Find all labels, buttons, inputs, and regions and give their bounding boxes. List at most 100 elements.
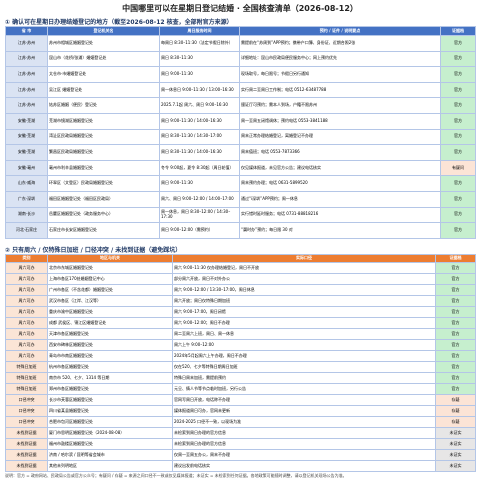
table-row: 特殊日加班 郑州市各区婚姻登记处 元旦、情人节等节点临时加班，另行公告 官方: [5, 383, 476, 395]
table-cell: 芜湖市镜湖区婚姻登记处: [47, 112, 160, 130]
table-cell: 官网写周日开放，电话称不办理: [172, 394, 436, 406]
table-cell: 特殊日加班: [5, 361, 48, 373]
column-header: 证据档: [435, 254, 476, 263]
table-cell: 周六、周日 9:00–12:00 / 14:00–17:00: [159, 190, 240, 208]
table-cell: 周六可办: [5, 262, 48, 274]
table-cell: 繁昌区民政局婚姻登记处: [47, 144, 160, 161]
table-cell: 建议出发前电话核实: [172, 460, 436, 472]
table-cell: 江苏·苏州: [5, 66, 48, 83]
table-cell: 安徽·芜湖: [5, 128, 48, 146]
table-cell: 岳麓区婚姻登记处（政务服务中心）: [47, 206, 160, 224]
table-cell: “冀时办”预约；每日限 30 对: [239, 222, 441, 239]
evidence-cell: 官方: [435, 306, 476, 318]
evidence-cell: 官方: [440, 190, 476, 208]
table-row: 口径冲突 合肥市包河区婚姻登记处 2024-2025 口径不一致，以现场为准 存疑: [5, 416, 476, 428]
table-cell: 通过“i深圳”APP预约；周一休息: [239, 190, 441, 208]
table-cell: 周六开放；周日仅特殊日期加班: [172, 295, 436, 307]
table-row: 江苏·苏州 太仓市·市婚姻登记处 周日 9:00–11:30 现场取号，每日限号；节假…: [5, 66, 476, 83]
table-cell: 周六 9:00–17:00，周日闭馆: [172, 306, 436, 318]
table-cell: 长沙市芙蓉区婚姻登记处: [47, 394, 173, 406]
table-cell: 河北·石家庄: [5, 222, 48, 239]
table-cell: 周六 9:00–12:00；周日不办理: [172, 317, 436, 329]
table-cell: 元旦、情人节等节点临时加班，另行公告: [172, 383, 436, 395]
evidence-cell: 官方: [435, 284, 476, 296]
table-cell: 未找到证据: [5, 438, 48, 450]
table-cell: 山东·威海: [5, 175, 48, 192]
table-cell: 周末正常办理结婚登记，离婚登记不办理: [239, 128, 441, 146]
table-cell: 仅周一至周五办公，周末不办理: [172, 449, 436, 461]
column-header: 证据档: [440, 26, 476, 36]
table-cell: 周六可办: [5, 306, 48, 318]
table-row: 安徽·芜湖 湾沚区民政局婚姻登记处 周日 8:30–11:30 / 14:30–17…: [5, 128, 476, 146]
evidence-cell: 官方: [435, 383, 476, 395]
table-row: 口径冲突 长沙市芙蓉区婚姻登记处 官网写周日开放，电话称不办理 存疑: [5, 394, 476, 406]
table-row: 特殊日加班 南京市 520、七夕、1314 等日期 特殊日周末加班，需提前预约 官方: [5, 372, 476, 384]
table-cell: 厦门市思明区婚姻登记处（2024-08-08）: [47, 427, 173, 439]
table-row: 未找到证据 福州市鼓楼区婚姻登记处 未检索到周日办理的官方信息 未证实: [5, 438, 476, 450]
table-cell: 部分周六开放，周日不对外办公: [172, 273, 436, 285]
evidence-cell: 存疑: [435, 394, 476, 406]
table-cell: 湖南·长沙: [5, 206, 48, 224]
table-cell: 太仓市·市婚姻登记处: [47, 66, 160, 83]
column-header: 省 市: [5, 26, 48, 36]
table-cell: 合肥市包河区婚姻登记处: [47, 416, 173, 428]
table-cell: 周末值班；电话 0553-7873366: [239, 144, 441, 161]
table-cell: 江苏·苏州: [5, 81, 48, 99]
table-cell: 江苏·苏州: [5, 97, 48, 114]
table-cell: 周六可办: [5, 295, 48, 307]
table-cell: 姑苏区婚姻（便民）登记处: [47, 97, 160, 114]
table-cell: 济南 / 哈尔滨 / 昆明等省会城市: [47, 449, 173, 461]
table-row: 江苏·苏州 昆山市（花桥/张浦）婚姻登记处 周日 8:30–11:30 详细地址：昆山…: [5, 50, 476, 68]
table-cell: 冬令 9:00起，夏令 8:30起（周日轮值）: [159, 159, 240, 177]
table-row: 周六可办 西安市碑林区婚姻登记处 周六上午 9:00–12:00 官方: [5, 339, 476, 351]
table-row: 山东·威海 环翠区（文登区）民政局婚姻登记处 周日 9:00–11:30 周末预约办理…: [5, 175, 476, 192]
evidence-cell: 官方: [435, 273, 476, 285]
table-cell: 周六可办: [5, 284, 48, 296]
footnote: 说明：官方 = 政府网站、民政局公告或官方公众号；有疑问 / 存疑 = 来源之间…: [5, 473, 347, 478]
table-cell: 仅见媒体报道，未见官方公告；建议电话核实: [239, 159, 441, 177]
table-cell: 南京市 520、七夕、1314 等日期: [47, 372, 173, 384]
table-cell: 青岛市市南区婚姻登记处: [47, 350, 173, 362]
table-cell: 环翠区（文登区）民政局婚姻登记处: [47, 175, 160, 192]
evidence-cell: 官方: [440, 222, 476, 239]
table-cell: 周日 9:00–11:30: [159, 175, 240, 192]
table-cell: 杭州市各区婚姻登记处: [47, 361, 173, 373]
table-row: 周六可办 上海市各区170处婚姻登记中心 部分周六开放，周日不对外办公 官方: [5, 273, 476, 285]
table-cell: 周六可办: [5, 273, 48, 285]
table-row: 江苏·苏州 姑苏区婚姻（便民）登记处 2025.7.1起 周六、周日 9:00–16…: [5, 97, 476, 114]
table-cell: 每周日 8:30–11:30（法定节假日除外）: [159, 35, 240, 52]
evidence-cell: 未证实: [435, 438, 476, 450]
table-cell: 成都 武侯区、锦江区婚姻登记处: [47, 317, 173, 329]
table-cell: 安徽·亳州: [5, 159, 48, 177]
table-cell: 媒体报道周日可办，官网未更新: [172, 405, 436, 417]
table-cell: 未找到证据: [5, 427, 48, 439]
column-header: 类别: [5, 254, 48, 263]
evidence-cell: 官方: [440, 175, 476, 192]
table-row: 口径冲突 四川省某县婚姻登记处 媒体报道周日可办，官网未更新 存疑: [5, 405, 476, 417]
evidence-cell: 存疑: [435, 405, 476, 417]
table-cell: 周日 9:00–12:00（需预约）: [159, 222, 240, 239]
table-cell: 2024-2025 口径不一致，以现场为准: [172, 416, 436, 428]
table-cell: 石家庄市长安区婚姻登记处: [47, 222, 160, 239]
column-header: 实际口径: [172, 254, 436, 263]
table-cell: 未找到证据: [5, 449, 48, 461]
table-cell: 重庆市渝中区婚姻登记处: [47, 306, 173, 318]
table-cell: 安徽·芜湖: [5, 144, 48, 161]
evidence-cell: 官方: [440, 66, 476, 83]
table-cell: 周六可办: [5, 350, 48, 362]
table-row: 周六可办 广州市各区（不含花都）婚姻登记处 周六 9:00–12:00 / 13:3…: [5, 284, 476, 296]
header-row: 类别 地区与机关 实际口径 证据档: [5, 254, 476, 263]
table-cell: 周六可办: [5, 339, 48, 351]
table-row: 安徽·芜湖 芜湖市镜湖区婚姻登记处 周日 9:00–11:30 / 14:00–16…: [5, 112, 476, 130]
evidence-cell: 官方: [435, 361, 476, 373]
table-cell: 周六可办: [5, 328, 48, 340]
table-cell: 实行错时延时服务；电话 0731-88818216: [239, 206, 441, 224]
table-cell: 亳州市利辛县婚姻登记处: [47, 159, 160, 177]
table-cell: 安徽·芜湖: [5, 112, 48, 130]
evidence-cell: 官方: [440, 81, 476, 99]
table-cell: 西安市碑林区婚姻登记处: [47, 339, 173, 351]
table-cell: 周日 8:30–11:30: [159, 50, 240, 68]
table-cell: 广东·深圳: [5, 190, 48, 208]
table-row: 广东·深圳 福田区婚姻登记处（福田区民政局） 周六、周日 9:00–12:00 / …: [5, 190, 476, 208]
table-cell: 福州市鼓楼区婚姻登记处: [47, 438, 173, 450]
